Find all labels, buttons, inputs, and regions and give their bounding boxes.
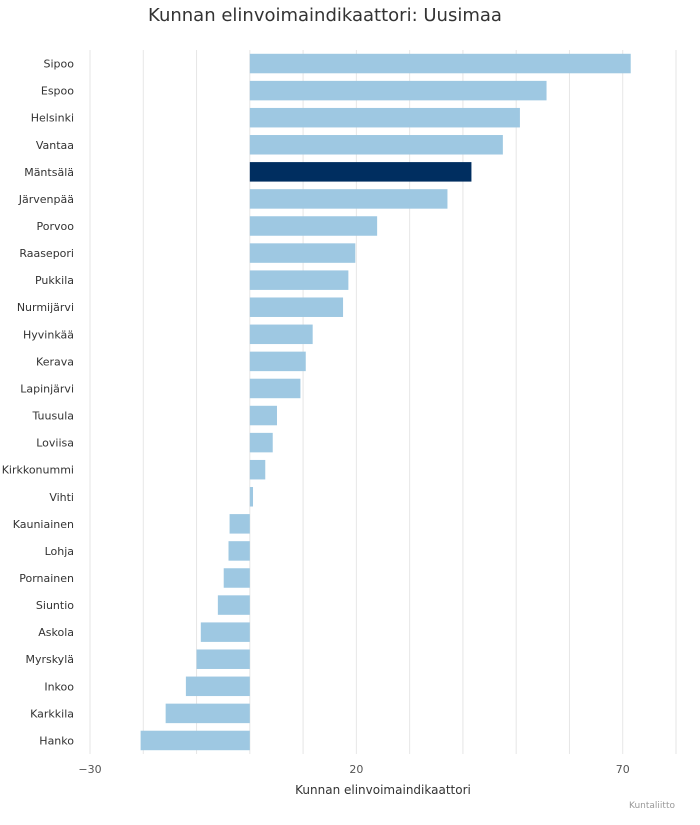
bar-pornainen[interactable] <box>223 568 250 588</box>
category-label: Loviisa <box>36 437 74 450</box>
bar-porvoo[interactable] <box>249 216 378 236</box>
category-label: Pukkila <box>35 274 74 287</box>
category-label: Tuusula <box>32 410 75 423</box>
bar-lapinjärvi[interactable] <box>249 378 301 399</box>
category-label: Nurmijärvi <box>17 301 74 314</box>
bar-helsinki[interactable] <box>249 107 520 128</box>
bar-vantaa[interactable] <box>249 135 503 155</box>
x-axis-title: Kunnan elinvoimaindikaattori <box>295 783 471 797</box>
category-label: Porvoo <box>37 220 75 233</box>
bar-tuusula[interactable] <box>249 405 277 426</box>
bar-loviisa[interactable] <box>249 432 273 453</box>
category-label: Myrskylä <box>25 653 74 666</box>
category-label: Lohja <box>45 545 74 558</box>
category-label: Hyvinkää <box>23 328 74 341</box>
category-label: Sipoo <box>44 58 75 71</box>
category-label: Järvenpää <box>18 193 74 206</box>
bar-vihti[interactable] <box>249 487 254 507</box>
bar-kerava[interactable] <box>249 351 306 372</box>
bar-hanko[interactable] <box>140 730 250 751</box>
category-label: Vantaa <box>36 139 74 152</box>
category-label: Helsinki <box>31 112 74 125</box>
category-label: Mäntsälä <box>24 166 74 179</box>
category-label: Askola <box>38 626 74 639</box>
category-label: Pornainen <box>19 572 74 585</box>
category-label: Raasepori <box>19 247 74 260</box>
x-tick-label: 20 <box>349 763 363 776</box>
category-label: Siuntio <box>36 599 74 612</box>
credit-link[interactable]: Kuntaliitto <box>629 801 675 811</box>
category-label: Espoo <box>41 85 74 98</box>
bar-pukkila[interactable] <box>249 270 349 290</box>
bar-mäntsälä[interactable] <box>249 162 472 182</box>
x-tick-label: 70 <box>616 763 630 776</box>
bar-järvenpää[interactable] <box>249 189 448 209</box>
category-label: Hanko <box>39 734 74 747</box>
bar-karkkila[interactable] <box>165 703 250 724</box>
bar-askola[interactable] <box>200 622 250 642</box>
category-labels: Sipoo Espoo Helsinki Vantaa Mäntsälä Järvenpä… <box>2 58 75 748</box>
category-label: Karkkila <box>30 707 74 720</box>
category-label: Lapinjärvi <box>20 382 74 395</box>
category-label: Vihti <box>49 491 74 504</box>
bar-myrskylä[interactable] <box>196 649 250 669</box>
bar-inkoo[interactable] <box>185 676 250 697</box>
bar-lohja[interactable] <box>228 541 250 561</box>
bar-espoo[interactable] <box>249 80 547 101</box>
category-label: Inkoo <box>44 680 74 693</box>
bar-nurmijärvi[interactable] <box>249 297 344 317</box>
bar-raasepori[interactable] <box>249 243 356 263</box>
chart-title: Kunnan elinvoimaindikaattori: Uusimaa <box>148 5 502 26</box>
x-axis-ticks: −30 20 70 <box>78 763 629 776</box>
bar-hyvinkää[interactable] <box>249 324 313 345</box>
category-label: Kirkkonummi <box>2 464 74 477</box>
bars <box>140 53 631 751</box>
category-label: Kauniainen <box>13 518 74 531</box>
bar-kirkkonummi[interactable] <box>249 459 266 480</box>
category-label: Kerava <box>36 355 74 368</box>
bar-sipoo[interactable] <box>249 53 631 74</box>
bar-kauniainen[interactable] <box>229 514 250 534</box>
x-tick-label: −30 <box>78 763 101 776</box>
bar-siuntio[interactable] <box>217 595 250 615</box>
grid-lines <box>89 50 677 754</box>
